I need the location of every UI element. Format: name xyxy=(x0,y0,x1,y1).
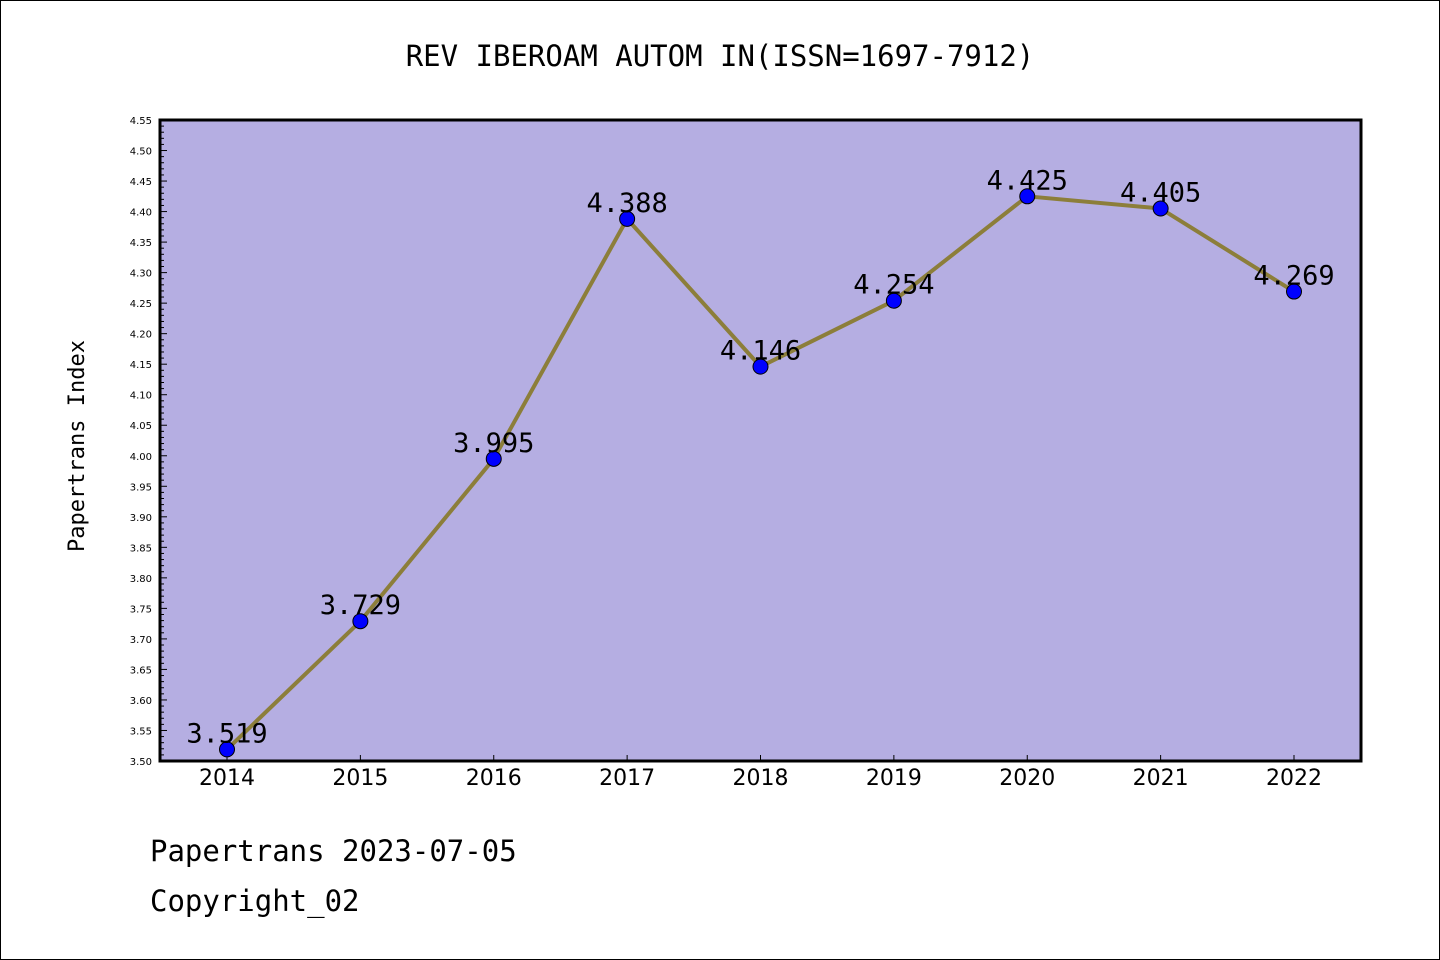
footer-copyright: Copyright_02 xyxy=(150,884,360,918)
y-tick-label: 3.55 xyxy=(130,726,152,737)
x-tick-label: 2015 xyxy=(332,766,388,791)
data-point xyxy=(1152,200,1169,217)
y-tick-label: 3.95 xyxy=(130,482,152,493)
y-tick-label: 3.65 xyxy=(130,665,152,676)
data-label: 4.425 xyxy=(987,165,1068,196)
x-tick-label: 2022 xyxy=(1266,766,1322,791)
y-tick-label: 4.40 xyxy=(130,208,152,219)
y-tick-label: 4.20 xyxy=(130,330,152,341)
y-tick-label: 4.05 xyxy=(130,421,152,432)
y-tick-label: 4.10 xyxy=(130,391,152,402)
data-point xyxy=(619,210,636,227)
y-tick-label: 3.90 xyxy=(130,513,152,524)
x-tick-label: 2020 xyxy=(999,766,1055,791)
series-markers-group xyxy=(219,188,1302,758)
y-tick-label: 4.50 xyxy=(130,147,152,158)
data-label: 4.388 xyxy=(586,188,667,219)
data-point xyxy=(752,358,769,375)
data-point xyxy=(219,741,235,758)
x-tick-label: 2018 xyxy=(733,766,789,791)
y-axis-ticks: 3.50 3.55 3.60 3.65 3.70 3.75 3.80 3.85 3.90 3.95… xyxy=(130,116,167,768)
footer-date: Papertrans 2023-07-05 xyxy=(150,834,517,868)
data-point xyxy=(352,613,369,630)
y-tick-label: 4.15 xyxy=(130,360,152,371)
y-tick-label: 3.80 xyxy=(130,574,152,585)
plot-area xyxy=(158,118,1363,763)
data-label: 4.269 xyxy=(1253,261,1334,292)
data-label: 4.405 xyxy=(1120,178,1201,209)
data-point xyxy=(1019,188,1036,205)
y-tick-label: 4.30 xyxy=(130,269,152,280)
y-tick-label: 4.45 xyxy=(130,177,152,188)
y-tick-label: 4.00 xyxy=(130,452,152,463)
data-label: 3.995 xyxy=(453,428,534,459)
x-tick-label: 2014 xyxy=(199,766,255,791)
y-axis-label: Papertrans Index xyxy=(65,340,90,552)
data-point xyxy=(885,292,902,309)
data-label: 4.146 xyxy=(720,336,801,367)
y-tick-label: 4.55 xyxy=(130,116,152,127)
y-tick-label: 3.85 xyxy=(130,543,152,554)
x-tick-label: 2019 xyxy=(866,766,922,791)
x-tick-label: 2016 xyxy=(466,766,522,791)
x-axis-ticks: 2014 2015 2016 2017 2018 2019 2020 2021 2022 xyxy=(199,755,1322,791)
y-tick-label: 3.70 xyxy=(130,635,152,646)
x-tick-label: 2017 xyxy=(599,766,655,791)
data-point xyxy=(1286,283,1302,300)
y-tick-label: 3.60 xyxy=(130,696,152,707)
y-tick-label: 4.25 xyxy=(130,299,152,310)
x-tick-label: 2021 xyxy=(1133,766,1189,791)
data-label: 4.254 xyxy=(853,270,934,301)
y-tick-label: 4.35 xyxy=(130,238,152,249)
y-tick-label: 3.50 xyxy=(130,757,152,768)
data-label: 3.729 xyxy=(320,590,401,621)
chart-title: REV IBEROAM AUTOM IN(ISSN=1697-7912) xyxy=(406,39,1035,73)
data-label: 3.519 xyxy=(186,718,267,749)
y-tick-label: 3.75 xyxy=(130,604,152,615)
data-point xyxy=(485,450,502,467)
data-labels-group: 3.519 3.729 3.995 4.388 4.146 4.254 4.425 4.405… xyxy=(186,165,1334,749)
